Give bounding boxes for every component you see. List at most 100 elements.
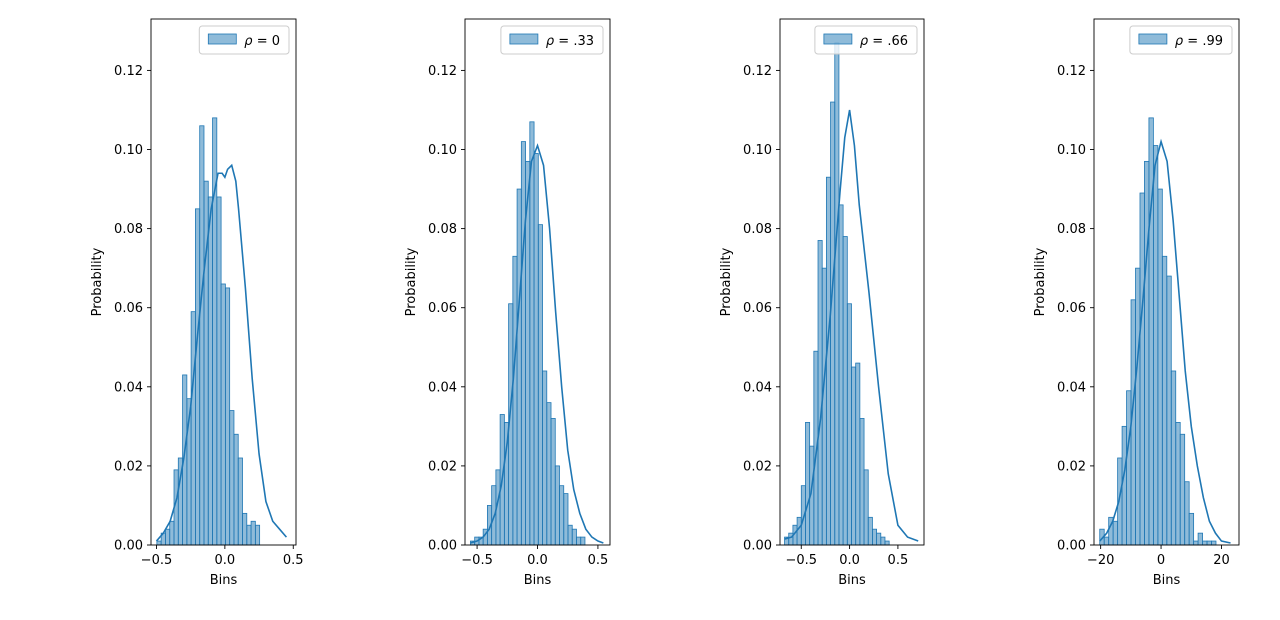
histogram-bar [1170, 370, 1177, 546]
histogram-bar [1179, 433, 1186, 546]
y-tick-label: 0.08 [428, 222, 457, 237]
legend: ρ = .99 [1129, 25, 1233, 55]
y-tick-label: 0.02 [743, 459, 772, 474]
histogram-bar [825, 176, 831, 546]
histogram-bar [1144, 160, 1150, 546]
histogram-bar [855, 362, 861, 546]
axes-frame [150, 18, 297, 546]
y-tick-label: 0.08 [1057, 222, 1086, 237]
histogram-bar [195, 208, 201, 546]
histogram-bar [216, 196, 222, 546]
x-tick-label: 0.5 [283, 553, 304, 568]
histogram-bar [1103, 536, 1110, 546]
y-tick-label: 0.12 [1057, 64, 1086, 79]
legend-label: ρ = .99 [1175, 34, 1223, 49]
histogram-bar [169, 520, 175, 546]
y-tick-label: 0.12 [743, 64, 772, 79]
y-tick-label: 0.00 [1057, 539, 1086, 554]
histogram-bar [859, 418, 865, 546]
x-tick-label: 0.0 [839, 553, 860, 568]
histogram-bar [1188, 512, 1195, 546]
histogram-bar [1206, 540, 1212, 546]
histogram-bar [567, 524, 573, 546]
x-tick-label: 0.0 [527, 553, 548, 568]
histogram-bar [846, 303, 852, 546]
histogram-bar [821, 267, 827, 546]
histogram-bar [220, 283, 226, 546]
legend: ρ = 0 [198, 25, 290, 55]
histogram-bar [563, 493, 569, 546]
y-tick-label: 0.10 [1057, 143, 1086, 158]
x-tick-label: 0.5 [888, 553, 909, 568]
histogram-bar [229, 410, 235, 546]
y-tick-label: 0.02 [1057, 459, 1086, 474]
legend: ρ = .66 [814, 25, 918, 55]
histogram-bar [571, 528, 577, 546]
histogram-bar [876, 532, 882, 546]
histogram-bar [550, 418, 556, 546]
histogram-bar [851, 366, 857, 546]
histogram-bar [830, 101, 836, 546]
x-tick-label: −0.5 [141, 553, 173, 568]
kde-curve [784, 109, 919, 542]
x-tick-label: 0 [1157, 553, 1165, 568]
y-tick-label: 0.06 [114, 301, 143, 316]
histogram-bar [834, 42, 840, 546]
histogram-bar [872, 528, 877, 546]
subplot-2: 0.00 0.02 0.04 0.06 0.08 0.10 0.12 −0.5 0.0 0.5 Bi… [404, 18, 611, 588]
x-axis-label: Bins [210, 573, 238, 588]
histogram-bar [796, 516, 802, 546]
histogram-bar [1135, 267, 1141, 546]
legend-box [500, 25, 604, 55]
x-tick-label: −20 [1087, 553, 1114, 568]
histogram-bar [1211, 540, 1217, 546]
legend-box [198, 25, 290, 55]
x-tick-label: 20 [1213, 553, 1230, 568]
y-tick-label: 0.04 [114, 380, 143, 395]
histogram-bar [533, 153, 539, 546]
histogram-bar [242, 512, 248, 546]
y-tick-label: 0.00 [743, 539, 772, 554]
histogram-bar [1184, 481, 1190, 546]
histogram-bar [867, 516, 873, 546]
histogram-bar [1197, 532, 1203, 546]
histogram-bar [537, 224, 543, 546]
histogram-bar [512, 255, 518, 546]
x-tick-label: 0.5 [588, 553, 609, 568]
histogram-bar [842, 236, 848, 546]
histogram-bar [880, 536, 886, 546]
subplot-1: 0.00 0.02 0.04 0.06 0.08 0.10 0.12 −0.5 0.0 0.5 Bi… [90, 18, 304, 588]
x-tick-label: 0.0 [215, 553, 236, 568]
y-tick-label: 0.04 [428, 380, 457, 395]
y-tick-label: 0.08 [114, 222, 143, 237]
x-axis-label: Bins [524, 573, 552, 588]
kde-curve [155, 163, 288, 542]
x-tick-label: −0.5 [461, 553, 493, 568]
legend-swatch [509, 33, 539, 45]
histogram-bar [233, 433, 239, 546]
histogram-bar [1193, 540, 1199, 546]
histogram-bar [529, 121, 535, 546]
legend-label: ρ = 0 [244, 34, 280, 49]
histogram-bar [254, 524, 261, 546]
y-tick-label: 0.04 [743, 380, 772, 395]
y-tick-label: 0.06 [1057, 301, 1086, 316]
histogram-bar [1175, 421, 1181, 546]
histogram-bar [165, 528, 171, 546]
histogram-bar [1121, 425, 1127, 546]
histogram-bar [1166, 275, 1172, 546]
y-tick-label: 0.10 [114, 143, 143, 158]
histogram-bars [156, 117, 261, 546]
histogram-bar [546, 402, 552, 546]
histogram-bar [1157, 188, 1163, 546]
histogram-bar [884, 540, 890, 546]
histogram-bar [520, 141, 526, 546]
histogram-bar [580, 536, 586, 546]
y-tick-label: 0.02 [114, 459, 143, 474]
y-tick-label: 0.06 [743, 301, 772, 316]
y-axis-label: Probability [1033, 247, 1048, 316]
x-tick-label: −0.5 [785, 553, 817, 568]
legend-box [1129, 25, 1233, 55]
legend-label: ρ = .66 [860, 34, 908, 49]
